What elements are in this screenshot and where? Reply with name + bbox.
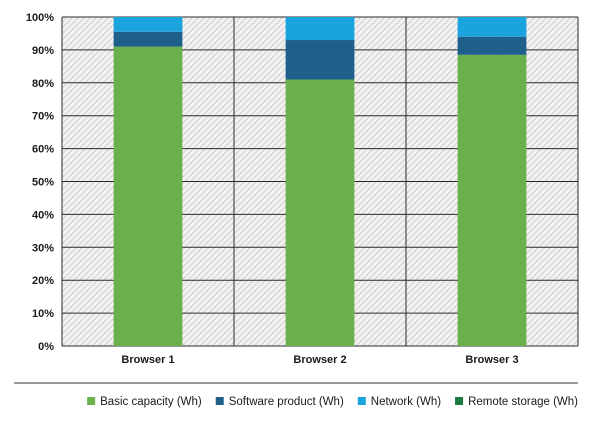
legend-item: Remote storage (Wh) (455, 396, 578, 408)
y-tick-labels: 0% 10% 20% 30% 40% 50% 60% 70% 80% 90% 100% (26, 12, 54, 353)
bar-segment (285, 40, 355, 80)
y-tick-label: 50% (32, 177, 54, 189)
y-tick-label: 70% (32, 111, 54, 123)
legend-swatch (455, 397, 464, 405)
bar-segment (113, 46, 183, 347)
bar-segment (457, 17, 527, 37)
bar-segment (113, 17, 183, 32)
y-tick-label: 30% (32, 242, 54, 254)
y-tick-label: 60% (32, 144, 54, 156)
legend-swatch (215, 397, 224, 405)
y-tick-label: 10% (32, 308, 54, 320)
legend-swatch (357, 397, 366, 405)
legend-item: Network (Wh) (357, 396, 441, 408)
x-tick-labels: Browser 1 Browser 2 Browser 3 (121, 354, 518, 366)
x-tick-label: Browser 1 (121, 354, 174, 366)
bar-segment (113, 31, 183, 47)
y-tick-label: 100% (26, 12, 54, 24)
y-tick-label: 20% (32, 275, 54, 287)
x-tick-label: Browser 3 (465, 354, 518, 366)
bar-segment (457, 36, 527, 55)
bar-segment (457, 54, 527, 347)
y-tick-label: 90% (32, 45, 54, 57)
bars (113, 17, 527, 347)
legend-item: Basic capacity (Wh) (87, 396, 202, 408)
bar-segment (285, 17, 355, 41)
legend-label: Basic capacity (Wh) (100, 396, 202, 408)
y-tick-label: 40% (32, 209, 54, 221)
legend: Basic capacity (Wh) Software product (Wh)… (87, 396, 578, 408)
legend-label: Remote storage (Wh) (468, 396, 578, 408)
legend-label: Network (Wh) (371, 396, 441, 408)
y-tick-label: 80% (32, 78, 54, 90)
legend-label: Software product (Wh) (229, 396, 344, 408)
legend-swatch (87, 397, 96, 405)
y-tick-label: 0% (38, 341, 54, 353)
x-tick-label: Browser 2 (293, 354, 346, 366)
legend-item: Software product (Wh) (215, 396, 344, 408)
bar-segment (285, 79, 355, 346)
